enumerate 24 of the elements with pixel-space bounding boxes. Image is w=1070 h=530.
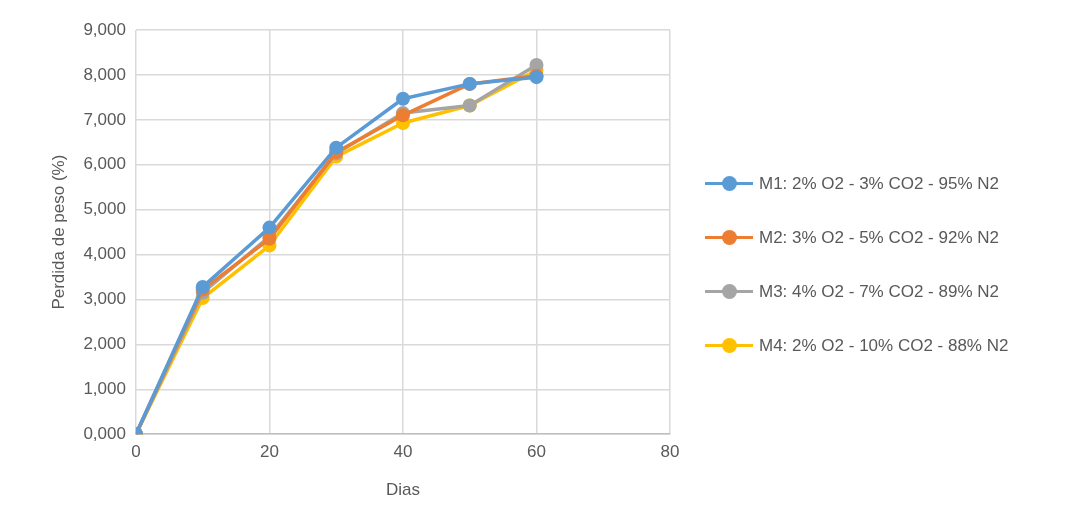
- y-tick-label: 0,000: [83, 423, 126, 443]
- y-tick-label: 3,000: [83, 289, 126, 309]
- y-tick-label: 6,000: [83, 154, 126, 174]
- legend-label: M1: 2% O2 - 3% CO2 - 95% N2: [759, 173, 1000, 195]
- y-tick-label: 8,000: [83, 64, 126, 84]
- legend-label: M4: 2% O2 - 10% CO2 - 88% N2: [759, 335, 1010, 357]
- point: [395, 91, 410, 106]
- x-tick-label: 20: [260, 442, 279, 462]
- legend-label: M3: 4% O2 - 7% CO2 - 89% N2: [759, 281, 1000, 303]
- y-tick-label: 9,000: [83, 19, 126, 39]
- y-tick-label: 2,000: [83, 334, 126, 354]
- legend-label: M2: 3% O2 - 5% CO2 - 92% N2: [759, 227, 1000, 249]
- x-tick-label: 60: [527, 442, 546, 462]
- x-axis-title: Dias: [385, 480, 420, 500]
- x-tick-label: 0: [131, 442, 141, 462]
- point: [329, 140, 344, 155]
- x-tick-label: 40: [393, 442, 413, 462]
- y-tick-label: 1,000: [83, 378, 126, 398]
- y-tick-label: 4,000: [83, 244, 126, 264]
- x-tick-label: 80: [660, 442, 680, 462]
- y-tick-label: 5,000: [83, 199, 126, 219]
- point: [262, 220, 277, 235]
- y-tick-label: 7,000: [83, 109, 126, 129]
- y-axis-title: Perdida de peso (%): [48, 154, 68, 310]
